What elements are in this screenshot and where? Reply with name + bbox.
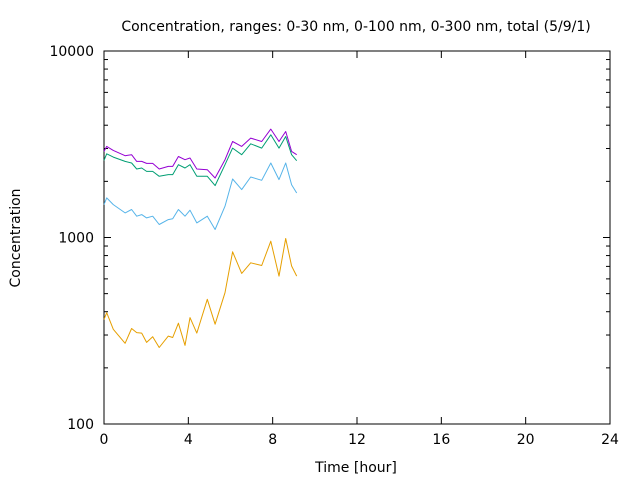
y-tick-label: 1000: [58, 231, 94, 247]
x-tick-label: 8: [268, 432, 277, 448]
x-tick-label: 4: [184, 432, 193, 448]
x-tick-label: 12: [348, 432, 366, 448]
x-tick-label: 20: [517, 432, 535, 448]
y-tick-label: 100: [67, 417, 94, 433]
plot-frame: [103, 50, 611, 425]
series-line-total: [103, 128, 297, 179]
x-tick-label: 24: [601, 432, 619, 448]
y-tick-label: 10000: [49, 44, 94, 60]
x-axis-label: Time [hour]: [314, 460, 397, 476]
series-line-0-30-nm: [103, 238, 298, 348]
y-axis-label: Concentration: [8, 188, 24, 287]
x-tick-label: 0: [100, 432, 109, 448]
chart-title: Concentration, ranges: 0-30 nm, 0-100 nm…: [121, 19, 590, 35]
series-line-0-100-nm: [103, 162, 298, 230]
x-tick-label: 16: [432, 432, 450, 448]
series-line-0-300-nm: [103, 134, 298, 187]
